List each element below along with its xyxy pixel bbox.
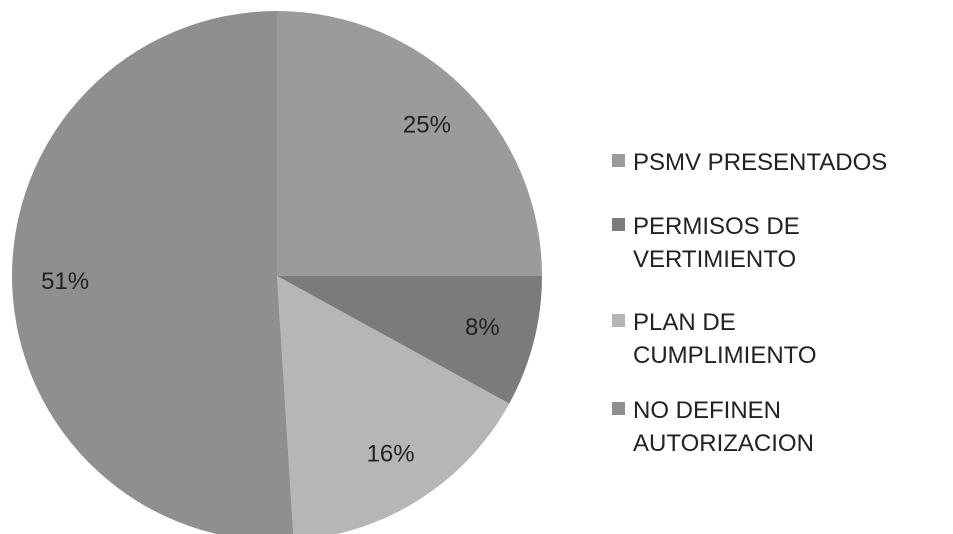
- data-label: 16%: [367, 440, 415, 467]
- data-label: 25%: [403, 111, 451, 138]
- legend-label: PLAN DE CUMPLIMIENTO: [633, 309, 817, 369]
- pie-slice: [277, 11, 542, 276]
- legend-label: PERMISOS DE VERTIMIENTO: [633, 213, 800, 273]
- legend-item: NO DEFINEN AUTORIZACION: [612, 394, 814, 460]
- legend-item: PERMISOS DE VERTIMIENTO: [612, 210, 800, 276]
- data-label: 51%: [41, 268, 89, 295]
- legend-swatch: [612, 154, 625, 167]
- legend-item: PSMV PRESENTADOS: [612, 146, 887, 179]
- pie-slice: [277, 276, 510, 534]
- legend-swatch: [612, 402, 625, 415]
- legend-swatch: [612, 314, 625, 327]
- legend-swatch: [612, 218, 625, 231]
- pie-slice: [12, 11, 294, 534]
- legend-label: NO DEFINEN AUTORIZACION: [633, 397, 814, 457]
- legend-label: PSMV PRESENTADOS: [633, 149, 888, 176]
- data-label: 8%: [465, 314, 500, 341]
- legend-item: PLAN DE CUMPLIMIENTO: [612, 306, 817, 372]
- pie-slice: [277, 276, 542, 404]
